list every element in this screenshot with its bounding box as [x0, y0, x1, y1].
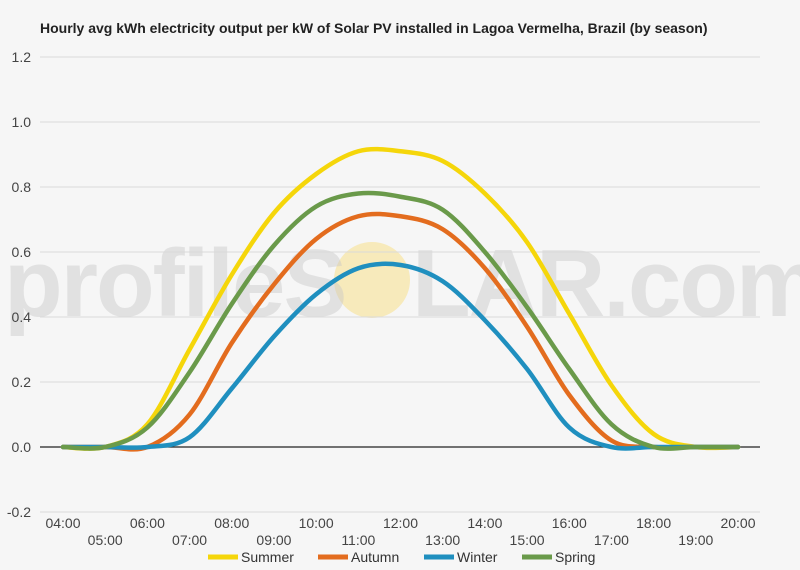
- x-tick-label: 19:00: [678, 532, 713, 548]
- x-tick-label: 04:00: [45, 515, 80, 531]
- watermark-sun-icon: [334, 242, 410, 318]
- x-tick-label: 07:00: [172, 532, 207, 548]
- x-tick-label: 09:00: [256, 532, 291, 548]
- y-tick-label: 0.6: [12, 244, 32, 260]
- chart-title: Hourly avg kWh electricity output per kW…: [40, 20, 708, 36]
- watermark: profileS LAR.com: [4, 230, 800, 337]
- axis-labels: -0.2 0.0 0.2 0.4 0.6 0.8 1.0 1.2 04:00 06:00 08:00…: [7, 49, 756, 548]
- x-tick-label: 14:00: [467, 515, 502, 531]
- x-tick-label: 15:00: [510, 532, 545, 548]
- legend-label-autumn: Autumn: [351, 549, 399, 565]
- legend-label-spring: Spring: [555, 549, 595, 565]
- x-tick-label: 13:00: [425, 532, 460, 548]
- x-tick-label: 06:00: [130, 515, 165, 531]
- x-tick-label: 10:00: [299, 515, 334, 531]
- x-tick-label: 17:00: [594, 532, 629, 548]
- y-tick-label: 0.0: [12, 439, 32, 455]
- series-line-autumn: [60, 211, 741, 452]
- x-tick-label: 08:00: [214, 515, 249, 531]
- x-tick-label: 05:00: [88, 532, 123, 548]
- series-line-summer: [60, 146, 741, 451]
- x-tick-label: 18:00: [636, 515, 671, 531]
- y-tick-label: 1.0: [12, 114, 32, 130]
- x-tick-label: 16:00: [552, 515, 587, 531]
- watermark-text-left: profileS: [4, 230, 345, 337]
- x-tick-label: 12:00: [383, 515, 418, 531]
- series-line-spring: [60, 190, 741, 451]
- y-tick-label: 0.4: [12, 309, 32, 325]
- series-line-winter: [60, 261, 741, 451]
- legend: Summer Autumn Winter Spring: [208, 549, 595, 565]
- y-tick-label: 0.8: [12, 179, 32, 195]
- legend-label-winter: Winter: [457, 549, 498, 565]
- series-lines: [60, 146, 741, 452]
- x-tick-label: 20:00: [720, 515, 755, 531]
- watermark-text-right: LAR.com: [412, 230, 800, 337]
- y-tick-label: 0.2: [12, 374, 32, 390]
- x-tick-label: 11:00: [341, 532, 375, 548]
- legend-label-summer: Summer: [241, 549, 294, 565]
- y-tick-label: 1.2: [12, 49, 32, 65]
- y-tick-label: -0.2: [7, 504, 31, 520]
